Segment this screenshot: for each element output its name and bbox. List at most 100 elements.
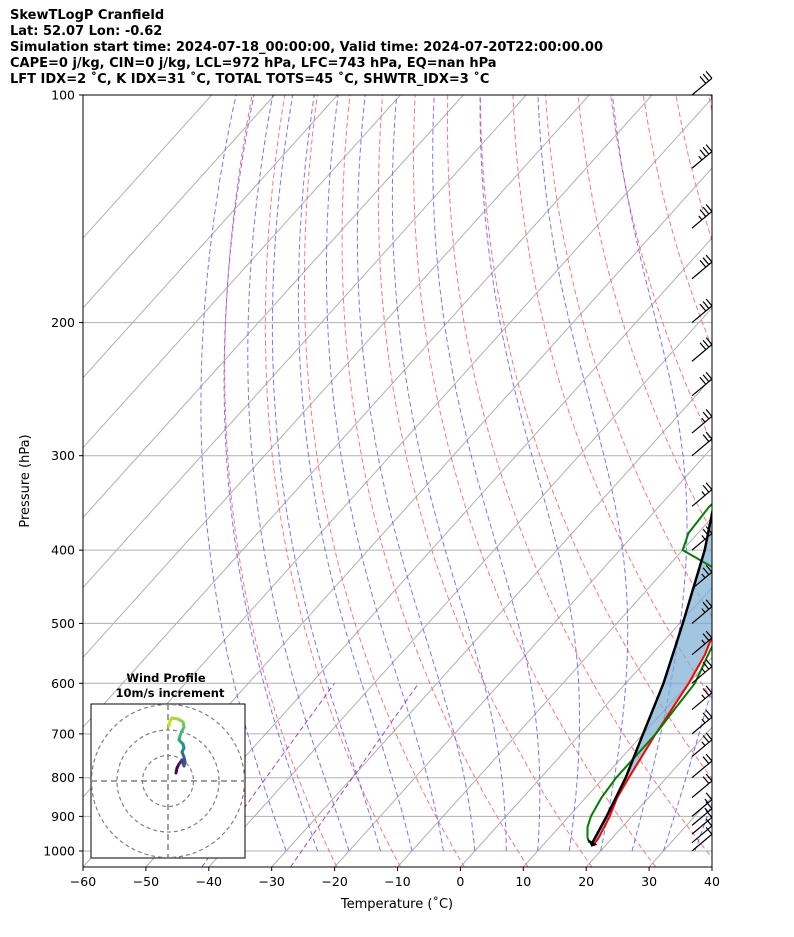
x-axis-label: Temperature (˚C) <box>340 896 453 912</box>
wind-barb-flag <box>705 482 713 490</box>
dry-adiabat-line <box>446 95 712 859</box>
isotherm-line <box>775 95 794 867</box>
chart-title-block: SkewTLogP Cranfield Lat: 52.07 Lon: -0.6… <box>10 8 603 88</box>
wind-barb <box>691 564 713 590</box>
wind-barb-shaft <box>691 637 713 656</box>
y-tick-label: 1000 <box>43 843 75 858</box>
wind-barb-flag <box>702 411 710 420</box>
mixing-ratio-line <box>201 683 335 867</box>
wind-barb <box>691 599 713 624</box>
wind-barb-flag <box>705 801 713 810</box>
wind-barb-half-flag <box>701 491 706 496</box>
wind-barb-half-flag <box>701 639 706 645</box>
wind-barb-shaft <box>691 808 713 826</box>
wind-barb-flag <box>705 826 713 835</box>
wind-barb-flag <box>699 209 707 217</box>
wind-barb-shaft <box>691 344 713 362</box>
isotherm-line <box>145 237 712 867</box>
wind-barb-flag <box>702 339 710 348</box>
cape-line: CAPE=0 j/kg, CIN=0 j/kg, LCL=972 hPa, LF… <box>10 56 497 71</box>
wind-barb <box>691 144 713 169</box>
wind-barb <box>691 659 713 684</box>
wind-barb-shaft <box>691 378 713 397</box>
wind-barb <box>691 526 713 551</box>
moist-adiabat-line <box>479 95 581 852</box>
wind-barb-shaft <box>691 780 713 799</box>
wind-barb-flag <box>699 303 707 312</box>
wind-barb <box>691 818 713 844</box>
y-tick-label: 800 <box>51 770 75 785</box>
wind-barb-flag <box>699 342 707 351</box>
wind-barb-flag <box>705 792 713 801</box>
wind-barb <box>691 71 713 96</box>
inset-title: Wind Profile <box>126 671 206 685</box>
x-tick-label: 30 <box>641 874 657 889</box>
wind-barb-flag <box>699 259 707 268</box>
wind-barb-half-flag <box>701 535 706 540</box>
wind-barb <box>691 709 713 735</box>
isotherm-line <box>83 95 401 449</box>
parcel-start-marker <box>587 838 598 847</box>
x-tick-label: −40 <box>196 874 222 889</box>
wind-barb <box>691 792 713 817</box>
wind-barb-flag <box>702 712 710 721</box>
mixing-ratio-lines <box>201 683 420 867</box>
wind-barb-flag <box>705 431 713 440</box>
hodograph-segment <box>167 719 172 728</box>
wind-barb <box>691 630 713 656</box>
wind-barb-flag <box>699 376 707 385</box>
wind-barb-half-flag <box>701 741 706 746</box>
wind-barb-shaft <box>691 799 713 817</box>
wind-barb-flag <box>699 149 707 158</box>
wind-barb-flag <box>702 756 710 764</box>
wind-barb-shaft <box>691 210 713 229</box>
wind-profile-inset: Wind Profile 10m/s increment <box>90 671 246 859</box>
wind-barb-shaft <box>691 305 713 324</box>
wind-barb <box>691 732 713 757</box>
wind-barb-flag <box>702 688 710 696</box>
wind-barb-flag <box>705 526 713 534</box>
wind-barb-half-flag <box>701 718 706 724</box>
x-tick-label: 0 <box>456 874 464 889</box>
y-axis-ticks: 1000 900 800 700 600 500 400 300 200 100 <box>43 88 83 858</box>
wind-barb-flag <box>702 735 710 743</box>
wind-barb <box>691 298 713 324</box>
wind-barb-flag <box>705 298 713 307</box>
y-tick-label: 600 <box>51 676 75 691</box>
wind-barb-shaft <box>691 716 713 735</box>
wind-barb-flag <box>702 484 710 493</box>
dry-adiabats <box>224 95 712 867</box>
isotherm-line <box>83 95 527 589</box>
wind-barb <box>691 482 713 507</box>
x-tick-label: 40 <box>704 874 720 889</box>
moist-adiabat-line <box>432 95 541 852</box>
wind-barb-shaft <box>691 692 713 711</box>
moist-adiabat-line <box>223 95 319 852</box>
wind-barb-flag <box>702 528 710 537</box>
wind-barb <box>691 254 713 280</box>
wind-barb-flag <box>705 810 713 818</box>
wind-barb-half-flag <box>701 608 706 613</box>
time-line: Simulation start time: 2024-07-18_00:00:… <box>10 40 603 55</box>
x-axis-ticks: −60 −50 −40 −30 −20 −10 0 10 20 30 40 <box>70 867 720 889</box>
wind-barb-shaft <box>691 571 713 590</box>
moist-adiabat-line <box>326 95 444 852</box>
moist-adiabat-line <box>356 95 476 852</box>
wind-barb-flag <box>702 146 710 155</box>
wind-barb <box>691 337 713 362</box>
wind-barb-half-flag <box>698 155 703 161</box>
wind-barb-half-flag <box>701 694 706 700</box>
indices-line: LFT IDX=2 ˚C, K IDX=31 ˚C, TOTAL TOTS=45… <box>10 72 490 87</box>
dry-adiabat-line <box>377 95 593 867</box>
wind-barb-half-flag <box>704 798 709 804</box>
wind-barb-shaft <box>691 77 713 96</box>
isotherm-line <box>83 95 590 659</box>
isotherm-line <box>334 446 712 867</box>
wind-barb-shaft <box>691 816 713 835</box>
isotherm-line <box>83 95 213 239</box>
wind-barb-flag <box>702 434 710 442</box>
isotherm-line <box>522 656 712 867</box>
isotherm-line <box>648 796 712 867</box>
isotherm-line <box>271 377 712 867</box>
wind-barb-shaft <box>691 415 713 434</box>
